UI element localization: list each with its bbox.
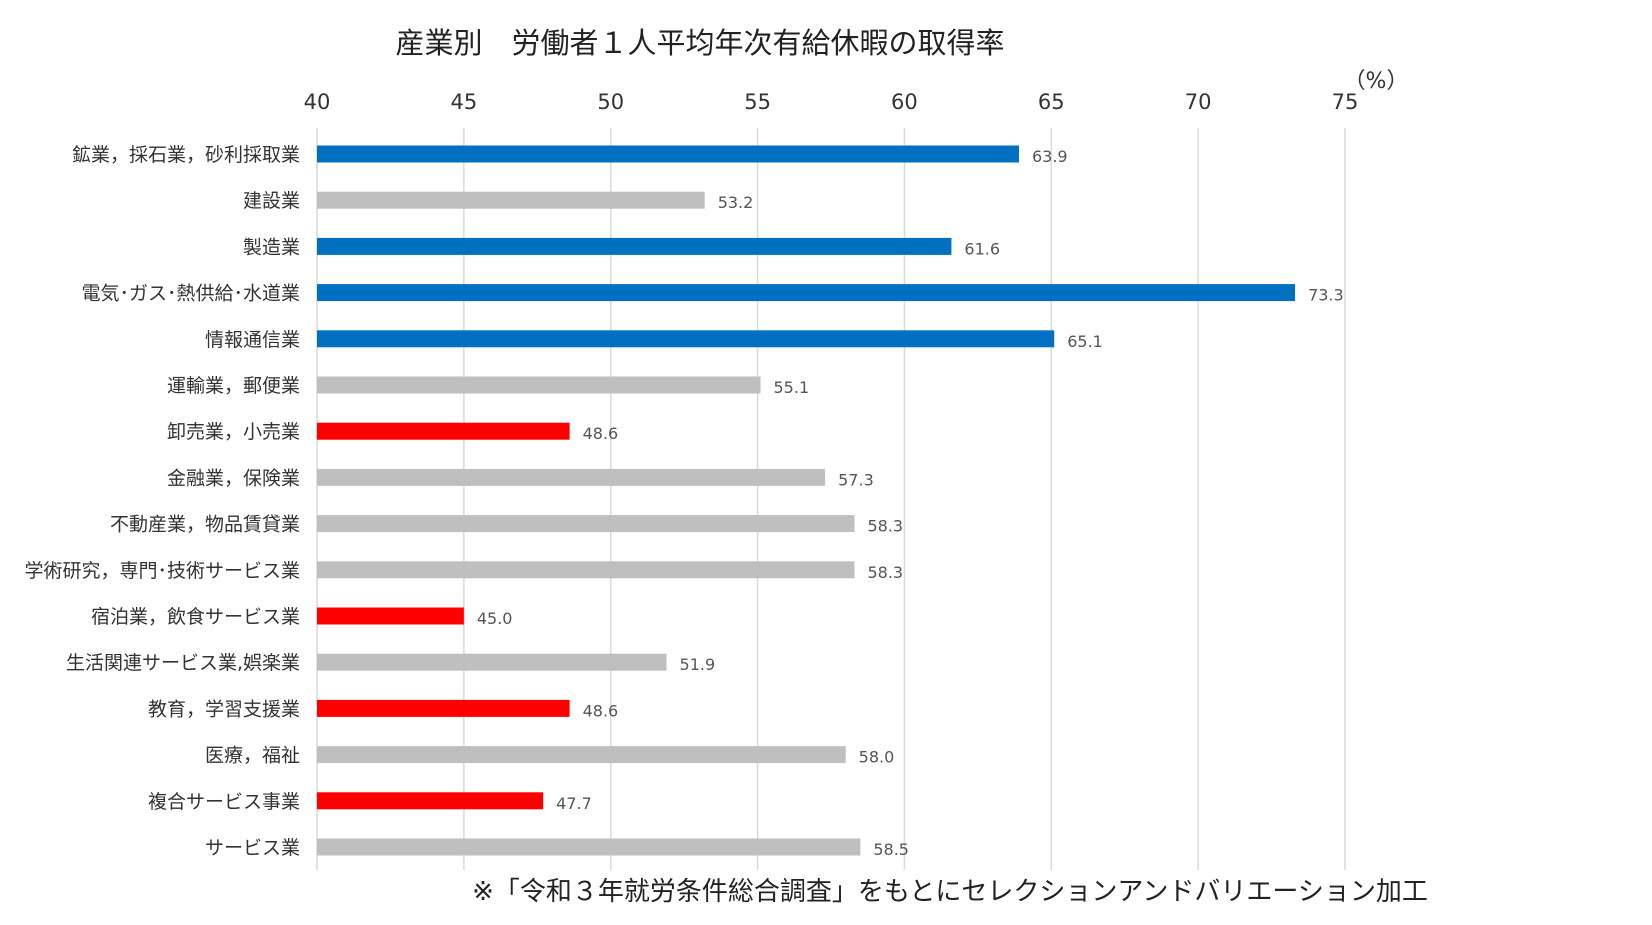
data-label: 53.2 <box>718 193 754 212</box>
bar <box>317 607 464 625</box>
data-label: 58.3 <box>867 563 903 582</box>
data-label: 51.9 <box>680 655 716 674</box>
x-tick-label: 55 <box>744 90 771 114</box>
category-label: 医療，福祉 <box>205 745 300 767</box>
data-label: 58.3 <box>867 517 903 536</box>
category-label: 卸売業，小売業 <box>167 421 300 443</box>
category-label: 電気･ガス･熱供給･水道業 <box>81 283 300 305</box>
category-label: 建設業 <box>243 190 300 212</box>
bar <box>317 237 952 255</box>
bar <box>317 561 855 579</box>
data-label: 55.1 <box>774 378 810 397</box>
category-labels: 鉱業，採石業，砂利採取業建設業製造業電気･ガス･熱供給･水道業情報通信業運輸業，… <box>24 144 300 859</box>
data-label: 48.6 <box>583 424 619 443</box>
data-label: 45.0 <box>477 609 513 628</box>
data-label: 61.6 <box>964 239 1000 258</box>
bar <box>317 422 570 440</box>
bar <box>317 145 1019 163</box>
data-label: 48.6 <box>583 701 619 720</box>
x-tick-label: 40 <box>304 90 331 114</box>
category-label: 製造業 <box>243 236 300 258</box>
bar <box>317 515 855 533</box>
bar <box>317 653 667 671</box>
x-tick-label: 70 <box>1185 90 1212 114</box>
unit-label: （%） <box>1344 69 1409 94</box>
x-tick-label: 45 <box>450 90 477 114</box>
bar <box>317 468 826 486</box>
bar <box>317 792 544 810</box>
category-label: 不動産業，物品賃貸業 <box>110 514 300 536</box>
x-tick-label: 65 <box>1038 90 1065 114</box>
bar <box>317 284 1296 302</box>
category-label: 複合サービス事業 <box>148 791 300 813</box>
category-label: 情報通信業 <box>205 329 300 351</box>
bars <box>317 145 1296 856</box>
x-tick-label: 75 <box>1332 90 1359 114</box>
x-axis-ticks: 40 45 50 55 60 65 70 75 <box>304 90 1359 114</box>
category-label: 鉱業，採石業，砂利採取業 <box>72 144 300 166</box>
bar <box>317 376 761 394</box>
category-label: サービス業 <box>205 837 300 859</box>
value-labels: 63.9 53.2 61.6 73.3 65.1 55.1 48.6 57.3 58.3 58.3… <box>477 147 1344 859</box>
bar <box>317 699 570 717</box>
data-label: 63.9 <box>1032 147 1068 166</box>
category-label: 教育，学習支援業 <box>148 698 300 720</box>
x-tick-label: 60 <box>891 90 918 114</box>
data-label: 58.5 <box>873 840 909 859</box>
data-label: 57.3 <box>838 470 874 489</box>
source-footnote: ※「令和３年就労条件総合調査」をもとにセレクションアンドバリエーション加工 <box>472 877 1428 907</box>
chart-title: 産業別 労働者１人平均年次有給休暇の取得率 <box>395 26 1004 60</box>
data-label: 65.1 <box>1067 332 1103 351</box>
category-label: 運輸業，郵便業 <box>167 375 300 397</box>
category-label: 生活関連サービス業,娯楽業 <box>66 652 300 674</box>
category-label: 宿泊業，飲食サービス業 <box>91 606 300 628</box>
category-label: 学術研究，専門･技術サービス業 <box>24 560 300 582</box>
bar <box>317 746 846 764</box>
data-label: 58.0 <box>859 748 895 767</box>
data-label: 73.3 <box>1308 286 1344 305</box>
data-label: 47.7 <box>556 794 592 813</box>
bar <box>317 838 861 856</box>
bar <box>317 330 1055 348</box>
category-label: 金融業，保険業 <box>167 467 300 489</box>
x-tick-label: 50 <box>597 90 624 114</box>
bar <box>317 191 705 209</box>
